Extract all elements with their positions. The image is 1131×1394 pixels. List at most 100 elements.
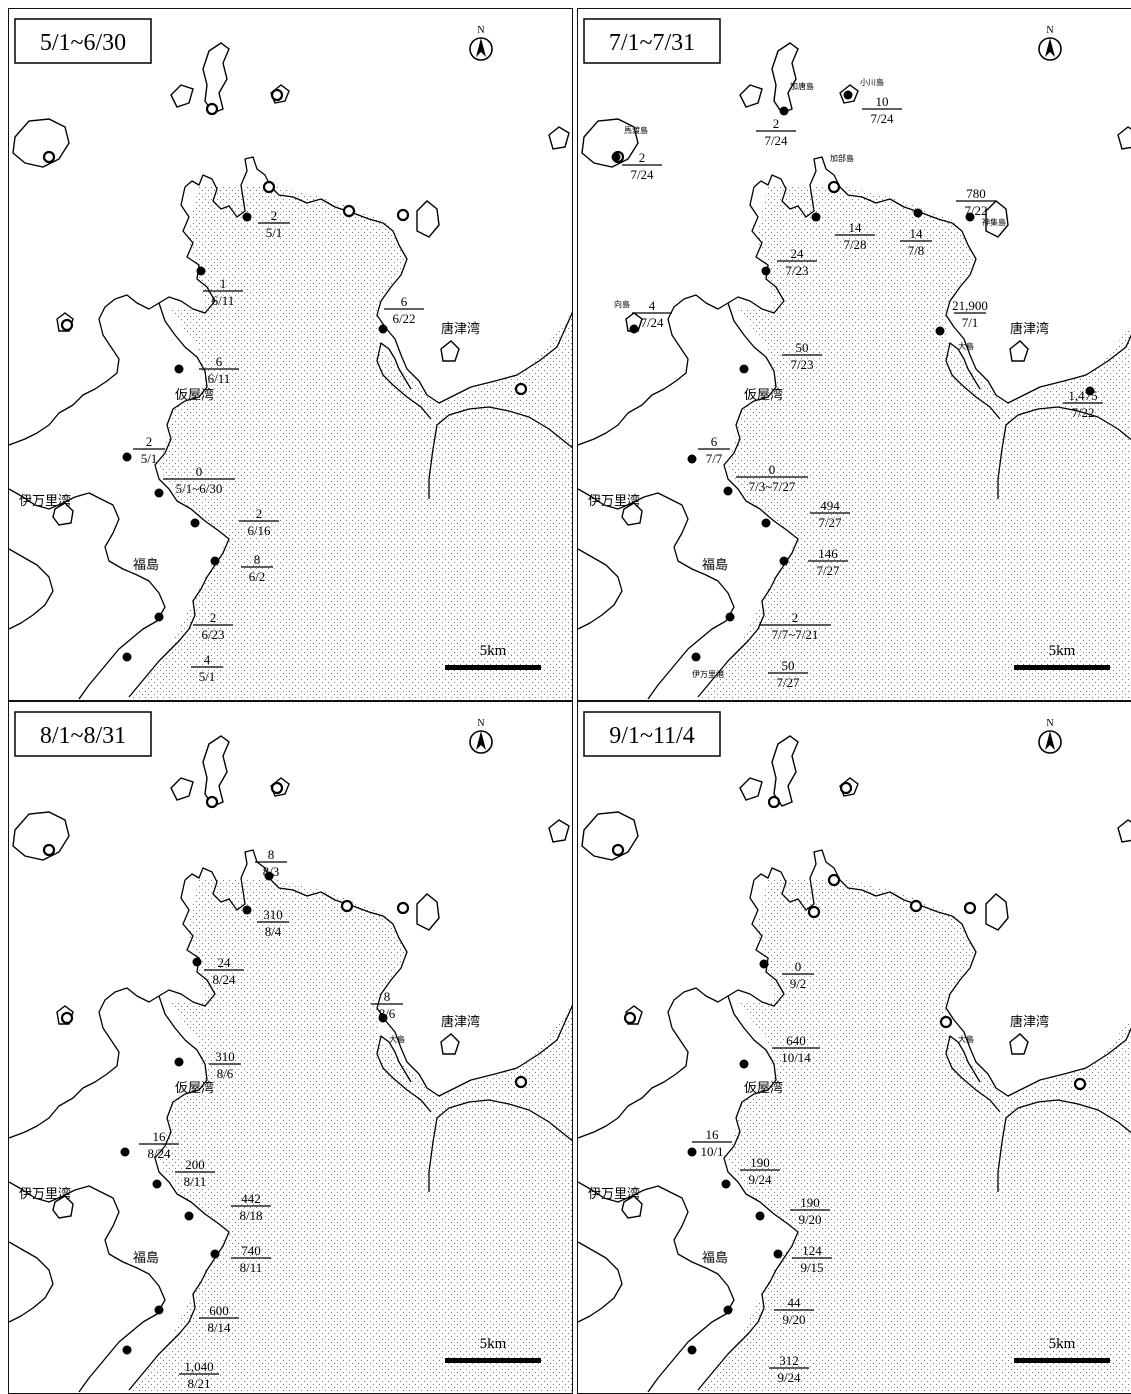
map-svg: 9/1~11/4 N5km唐津湾仮屋湾伊万里湾福島大島09/264010/1416… bbox=[578, 711, 1131, 1393]
island-outline bbox=[1009, 1033, 1029, 1055]
scale-bar bbox=[445, 665, 541, 670]
station-marker bbox=[192, 957, 202, 967]
island-outline bbox=[1117, 126, 1131, 150]
station-count: 8 bbox=[384, 989, 391, 1004]
station-count: 6 bbox=[216, 354, 223, 369]
station-no-record-marker bbox=[60, 1011, 74, 1025]
coastline bbox=[578, 849, 1131, 1393]
place-oshima: 大島 bbox=[389, 1034, 405, 1044]
station-count: 2 bbox=[639, 150, 646, 165]
station-date: 5/1~6/30 bbox=[176, 481, 223, 496]
station-no-record-marker bbox=[340, 899, 354, 913]
station-count: 1,040 bbox=[184, 1359, 213, 1374]
island-outline bbox=[739, 84, 763, 108]
station-no-record-marker bbox=[396, 208, 410, 222]
station-count: 124 bbox=[802, 1243, 822, 1258]
place-karatsu-bay: 唐津湾 bbox=[1010, 1014, 1049, 1030]
station-count: 6 bbox=[401, 294, 408, 309]
station: 442 8/18 bbox=[184, 1191, 271, 1223]
station-count: 1 bbox=[220, 276, 227, 291]
station-date: 7/22 bbox=[1071, 405, 1094, 420]
place-kariya-bay: 仮屋湾 bbox=[744, 1080, 783, 1096]
station-date: 5/1 bbox=[266, 225, 283, 240]
island-outline bbox=[170, 777, 194, 801]
station: 45/1 bbox=[122, 652, 223, 684]
station-date: 9/20 bbox=[782, 1312, 805, 1327]
station-count: 2 bbox=[146, 434, 153, 449]
station: 25/1 bbox=[122, 434, 165, 466]
north-arrow-icon bbox=[1045, 731, 1055, 750]
station-date: 5/1 bbox=[141, 451, 158, 466]
station: 6 6/11 bbox=[174, 354, 239, 386]
island-outline bbox=[548, 126, 570, 150]
station-date: 9/24 bbox=[777, 1370, 801, 1385]
station: 2 7/24 bbox=[756, 106, 796, 148]
station: 44 9/20 bbox=[723, 1295, 814, 1327]
map-panel-may-june: 5/1~6/30 N 5km 唐津湾 仮屋湾 伊万里湾 福島 2 5/1 1 6/11 6 6/22 6 6… bbox=[8, 8, 573, 701]
station-count: 0 bbox=[196, 464, 203, 479]
place-karatsu-bay: 唐津湾 bbox=[441, 1014, 480, 1030]
station-marker bbox=[687, 1147, 697, 1157]
station-date: 6/16 bbox=[247, 523, 271, 538]
station-date: 7/23 bbox=[790, 357, 813, 372]
coastline bbox=[9, 156, 572, 700]
station-marker bbox=[122, 1345, 132, 1355]
station-count: 24 bbox=[791, 246, 805, 261]
station-count: 780 bbox=[966, 186, 986, 201]
station-marker bbox=[723, 486, 733, 496]
place-karatsu-bay: 唐津湾 bbox=[441, 321, 480, 337]
station: 88/3 bbox=[255, 847, 287, 881]
station-no-record-marker bbox=[963, 901, 977, 915]
station-marker bbox=[725, 612, 735, 622]
station-date: 8/11 bbox=[240, 1260, 263, 1275]
station-no-record-marker bbox=[205, 795, 219, 809]
place-kariya-bay: 仮屋湾 bbox=[744, 387, 783, 403]
station-marker bbox=[1085, 386, 1095, 396]
scale-label: 5km bbox=[480, 1336, 507, 1352]
place-oshima: 大島 bbox=[958, 1034, 974, 1044]
station-count: 16 bbox=[153, 1129, 167, 1144]
place-fukushima: 福島 bbox=[702, 558, 728, 573]
station-date: 7/27 bbox=[818, 515, 842, 530]
station-marker bbox=[779, 106, 789, 116]
station-marker bbox=[755, 1211, 765, 1221]
period-box bbox=[583, 18, 721, 64]
map-panel-august: 8/1~8/31 N 5km 唐津湾 仮屋湾 伊万里湾 福島 大島 8 8/3 310 8/4 24 8/… bbox=[8, 701, 573, 1394]
scale-label: 5km bbox=[1049, 643, 1076, 659]
station-date: 7/23 bbox=[785, 263, 808, 278]
station-count: 8 bbox=[254, 552, 261, 567]
place-imari-bay: 伊万里湾 bbox=[588, 493, 640, 509]
island-outline bbox=[440, 340, 460, 362]
station-count: 600 bbox=[209, 1303, 229, 1318]
station-no-record-marker bbox=[262, 180, 276, 194]
map-panel-july: 7/1~7/31 N 5km 唐津湾 仮屋湾 伊万里湾 福島 加唐島 小川島 馬渡島 加部島 神集島向… bbox=[577, 8, 1131, 701]
coastline bbox=[578, 156, 1131, 700]
station: 146 7/27 bbox=[779, 546, 848, 578]
station-marker bbox=[629, 324, 639, 334]
station-marker bbox=[196, 266, 206, 276]
station-count: 2 bbox=[256, 506, 263, 521]
station-marker bbox=[739, 364, 749, 374]
station-count: 2 bbox=[773, 116, 780, 131]
station: 88/6 bbox=[371, 989, 403, 1023]
station-marker bbox=[152, 1179, 162, 1189]
station-date: 8/24 bbox=[147, 1146, 171, 1161]
station: 50 7/23 bbox=[739, 340, 822, 374]
island-outline bbox=[52, 1195, 74, 1219]
island-outline bbox=[581, 118, 639, 168]
map-panel-sept-nov: 9/1~11/4 N 5km 唐津湾 仮屋湾 伊万里湾 福島 大島 0 9/2 640 10/14 16… bbox=[577, 701, 1131, 1394]
island-outline bbox=[440, 1033, 460, 1055]
station-marker bbox=[739, 1059, 749, 1069]
period-label: 8/1~8/31 bbox=[40, 723, 126, 749]
station: 124 9/15 bbox=[773, 1243, 832, 1275]
scale-label: 5km bbox=[480, 643, 507, 659]
station-date: 7/1 bbox=[962, 315, 979, 330]
scale-label: 5km bbox=[1049, 1336, 1076, 1352]
station-count: 640 bbox=[786, 1033, 806, 1048]
station-count: 4 bbox=[204, 652, 211, 667]
station-no-record-marker bbox=[807, 905, 821, 919]
station-date: 8/14 bbox=[207, 1320, 231, 1335]
station-date: 7/3~7/27 bbox=[749, 479, 796, 494]
station-count: 10 bbox=[876, 94, 889, 109]
station-marker bbox=[611, 152, 621, 162]
